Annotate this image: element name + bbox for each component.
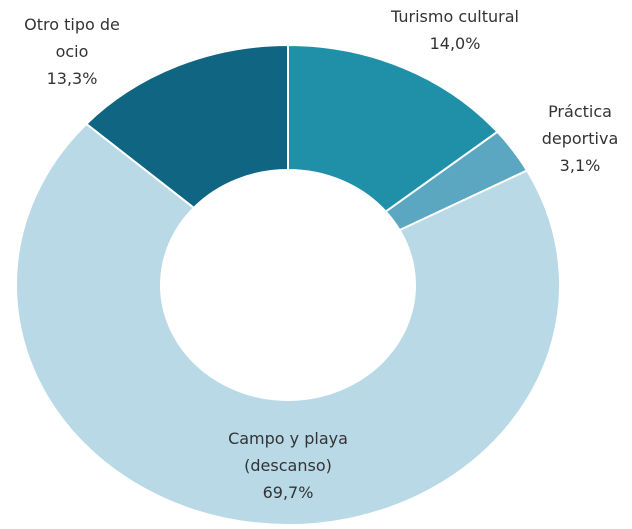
donut-slice	[287, 43, 499, 213]
category-label: Campo y playa (descanso)	[228, 429, 348, 475]
value-label: 69,7%	[263, 483, 314, 502]
category-label: Práctica deportiva	[542, 102, 619, 148]
value-label: 3,1%	[560, 156, 601, 175]
donut-slice	[15, 122, 561, 526]
category-label: Otro tipo de ocio	[24, 15, 120, 61]
value-label: 13,3%	[47, 69, 98, 88]
category-label: Turismo cultural	[390, 7, 519, 26]
donut-slice	[84, 43, 289, 210]
value-label: 14,0%	[430, 34, 481, 53]
